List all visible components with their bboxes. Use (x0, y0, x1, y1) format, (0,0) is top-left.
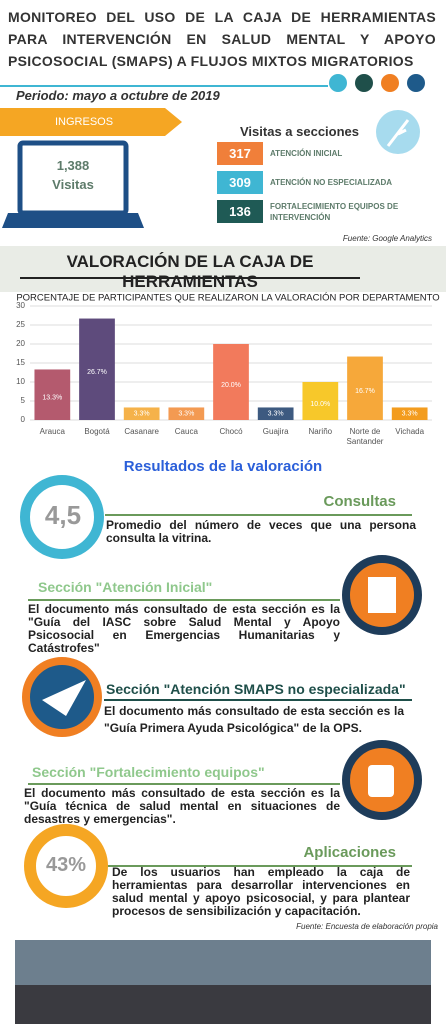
dot (329, 74, 347, 92)
y-tick-label: 0 (21, 415, 26, 424)
dot (355, 74, 373, 92)
circle (24, 824, 108, 908)
big-value: 4,5 (44, 500, 82, 530)
bar (123, 407, 160, 420)
x-tick-line: Santander (347, 437, 384, 446)
dot (407, 74, 425, 92)
data-label: 3.3% (402, 411, 418, 418)
laptop-base (2, 213, 144, 228)
bar (302, 382, 339, 420)
band (0, 246, 446, 292)
data-label: 3.3% (268, 411, 284, 418)
data-label: 13.3% (42, 395, 62, 402)
count-box: 136 (217, 200, 263, 223)
data-label: 10.0% (310, 401, 330, 408)
paragraph: El documento más consultado de esta secc… (24, 786, 340, 826)
paragraph: Promedio del número de veces que una per… (106, 518, 416, 545)
source: Fuente: Encuesta de elaboración propia (296, 922, 438, 931)
bar (257, 407, 294, 420)
y-tick-label: 10 (16, 377, 25, 386)
feather (386, 119, 410, 147)
x-tick-line: Norte de (350, 427, 381, 436)
x-tick-label: Cauca (175, 427, 199, 436)
bar (213, 344, 249, 420)
data-label: 26.7% (87, 369, 107, 376)
x-tick-label: Norte de Santander (347, 427, 384, 446)
paragraph: De los usuarios han empleado la caja de … (112, 865, 410, 918)
data-label: 16.7% (355, 388, 375, 395)
visitas-title: Visitas a secciones (240, 124, 360, 139)
section-heading: Consultas (323, 493, 396, 510)
section-heading: Sección "Atención Inicial" (38, 579, 213, 595)
source-text: Fuente: Google Analytics (342, 234, 432, 243)
ingresos-label: INGRESOS (55, 116, 114, 128)
bar (34, 369, 71, 420)
big-value: 43% (45, 854, 87, 876)
x-tick-label: Guajira (263, 427, 289, 436)
plane-icon (42, 680, 86, 716)
source-text: Fuente: Encuesta de elaboración propia (296, 922, 438, 931)
section-label: ATENCIÓN INICIAL (270, 149, 343, 158)
data-label: 3.3% (134, 411, 150, 418)
section-label: FORTALECIMIENTO EQUIPOS DE INTERVENCIÓN (270, 202, 399, 222)
bar (347, 356, 383, 420)
count-box: 309 (217, 171, 263, 194)
chart-title: PORCENTAJE DE PARTICIPANTES QUE REALIZAR… (16, 293, 439, 304)
banner (0, 108, 182, 136)
hand-icon (368, 765, 394, 797)
section-heading: Sección "Fortalecimiento equipos" (32, 764, 265, 780)
section-heading: Sección "Atención SMAPS no especializada… (106, 681, 406, 697)
visits-unit: Visitas (52, 177, 94, 192)
x-tick-label: Chocó (219, 427, 243, 436)
x-tick-label: Vichada (395, 427, 424, 436)
count-box: 317 (217, 142, 263, 165)
chart: PORCENTAJE DE PARTICIPANTES QUE REALIZAR… (16, 293, 440, 447)
source: Fuente: Google Analytics (343, 234, 432, 243)
photo-people (15, 985, 431, 1024)
y-tick-label: 15 (16, 358, 25, 367)
y-tick-label: 30 (16, 301, 25, 310)
x-tick-label: Nariño (309, 427, 333, 436)
dot (381, 74, 399, 92)
bar (168, 407, 205, 420)
section-title: VALORACIÓN DE LA CAJA DE HERRAMIENTAS (66, 252, 314, 291)
section-heading: Aplicaciones (303, 844, 396, 861)
visits-count: 1,388 (56, 158, 90, 173)
section-label: ATENCIÓN NO ESPECIALIZADA (270, 178, 393, 187)
x-tick-label: Arauca (40, 427, 66, 436)
bar (391, 407, 428, 420)
results-title: Resultados de la valoración (123, 458, 323, 475)
x-tick-label: Bogotá (84, 427, 110, 436)
bar (79, 318, 115, 420)
x-tick-label: Casanare (124, 427, 159, 436)
doc-icon (368, 577, 396, 613)
y-tick-label: 25 (16, 320, 25, 329)
y-tick-label: 20 (16, 339, 25, 348)
y-tick-label: 5 (21, 396, 26, 405)
paragraph: El documento más consultado de esta secc… (28, 602, 340, 655)
title: MONITOREO DEL USO DE LA CAJA DE HERRAMIE… (8, 9, 436, 69)
data-label: 20.0% (221, 382, 241, 389)
paragraph: El documento más consultado de esta secc… (104, 704, 404, 735)
period: Periodo: mayo a octubre de 2019 (16, 88, 220, 103)
data-label: 3.3% (178, 411, 194, 418)
circle (20, 475, 104, 559)
